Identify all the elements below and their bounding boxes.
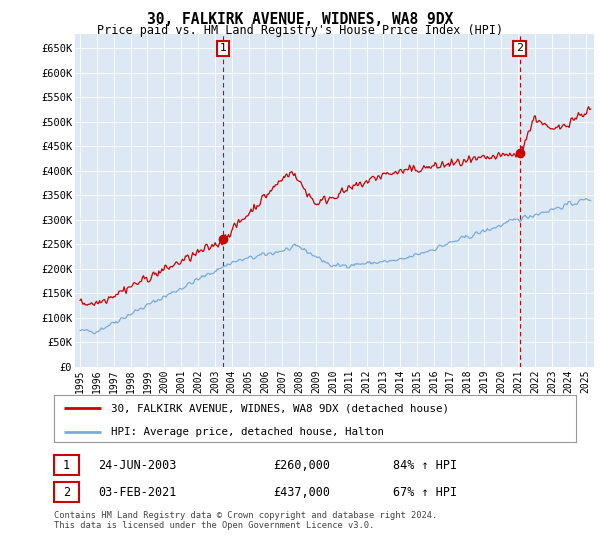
Text: 30, FALKIRK AVENUE, WIDNES, WA8 9DX (detached house): 30, FALKIRK AVENUE, WIDNES, WA8 9DX (det… [112, 403, 449, 413]
Text: 2: 2 [516, 43, 523, 53]
Text: 2: 2 [63, 486, 70, 499]
Text: 84% ↑ HPI: 84% ↑ HPI [394, 459, 457, 472]
Text: 1: 1 [63, 459, 70, 472]
Text: 1: 1 [220, 43, 226, 53]
Text: Contains HM Land Registry data © Crown copyright and database right 2024.
This d: Contains HM Land Registry data © Crown c… [54, 511, 437, 530]
Text: 30, FALKIRK AVENUE, WIDNES, WA8 9DX: 30, FALKIRK AVENUE, WIDNES, WA8 9DX [147, 12, 453, 27]
Text: Price paid vs. HM Land Registry's House Price Index (HPI): Price paid vs. HM Land Registry's House … [97, 24, 503, 37]
Text: HPI: Average price, detached house, Halton: HPI: Average price, detached house, Halt… [112, 427, 385, 437]
Text: 67% ↑ HPI: 67% ↑ HPI [394, 486, 457, 499]
Text: £437,000: £437,000 [273, 486, 330, 499]
Text: 03-FEB-2021: 03-FEB-2021 [98, 486, 177, 499]
Text: 24-JUN-2003: 24-JUN-2003 [98, 459, 177, 472]
Text: £260,000: £260,000 [273, 459, 330, 472]
